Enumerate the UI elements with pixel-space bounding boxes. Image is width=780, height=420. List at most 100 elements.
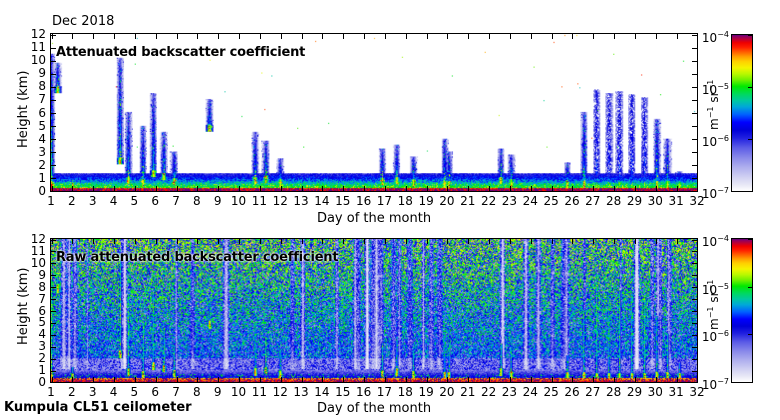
y-tick-mark [51, 239, 56, 241]
x-tick-mark [176, 377, 178, 382]
x-tick-mark [93, 239, 95, 244]
x-tick-label: 14 [314, 194, 330, 208]
x-tick-mark [468, 186, 470, 191]
x-tick-label: 17 [376, 194, 393, 208]
x-tick-mark [614, 186, 616, 191]
x-tick-mark [405, 34, 407, 39]
colorbar-tick-label: 10−5 [701, 281, 729, 297]
y-tick-mark [51, 113, 56, 114]
y-tick-mark [692, 358, 697, 360]
x-tick-mark [634, 186, 636, 191]
x-tick-label: 24 [522, 194, 538, 208]
x-tick-mark [468, 239, 470, 244]
x-tick-mark [322, 377, 324, 382]
x-tick-label: 27 [585, 194, 601, 208]
x-tick-mark [259, 34, 261, 39]
x-tick-label: 29 [626, 194, 643, 208]
x-tick-mark [593, 377, 595, 382]
y-tick-label: 1 [38, 363, 46, 378]
y-tick-label: 6 [38, 303, 46, 318]
y-tick-mark [51, 383, 56, 384]
y-tick-label: 10 [30, 53, 46, 68]
x-tick-mark [489, 186, 491, 191]
y-tick-mark [692, 263, 697, 265]
y-tick-label: 6 [38, 105, 46, 120]
x-tick-mark [301, 377, 303, 382]
x-axis-label-top: Day of the month [316, 211, 432, 226]
x-tick-mark [259, 239, 261, 244]
x-tick-mark [72, 377, 74, 382]
x-tick-mark [405, 239, 407, 244]
y-tick-label: 10 [30, 255, 46, 270]
x-tick-label: 32 [689, 385, 705, 399]
x-tick-label: 32 [689, 194, 705, 208]
x-tick-label: 10 [230, 194, 247, 208]
x-tick-mark [72, 239, 74, 244]
y-tick-mark [51, 311, 56, 312]
x-tick-mark [468, 34, 470, 39]
y-tick-label: 12 [30, 232, 46, 246]
x-tick-mark [134, 239, 136, 244]
x-tick-mark [239, 186, 241, 191]
x-tick-mark [384, 377, 386, 382]
x-tick-mark [551, 377, 553, 382]
colorbar-tick-label: 10−6 [701, 134, 729, 149]
y-tick-label: 0 [38, 184, 46, 198]
y-axis-label-bottom: Height (km) [16, 267, 31, 345]
y-tick-mark [51, 73, 56, 75]
x-tick-mark [280, 186, 282, 191]
x-tick-label: 5 [130, 385, 139, 399]
x-tick-label: 15 [335, 385, 351, 399]
x-tick-mark [530, 186, 532, 191]
x-tick-label: 16 [355, 194, 372, 208]
x-tick-label: 1 [47, 194, 55, 208]
colorbar-tick-label: 10−5 [701, 82, 729, 97]
y-tick-label: 8 [38, 79, 46, 94]
x-tick-mark [343, 186, 345, 191]
x-tick-mark [405, 377, 407, 382]
y-tick-mark [692, 34, 697, 36]
x-tick-mark [51, 34, 53, 39]
x-tick-label: 21 [460, 194, 476, 208]
x-tick-mark [51, 377, 53, 382]
colorbar-tick-mark [748, 239, 752, 240]
x-tick-label: 14 [314, 385, 330, 399]
y-tick-label: 3 [38, 144, 46, 159]
x-tick-mark [468, 377, 470, 382]
x-tick-mark [93, 377, 95, 382]
x-tick-label: 12 [272, 385, 288, 399]
y-tick-mark [51, 152, 56, 154]
x-tick-label: 30 [647, 385, 663, 399]
instrument-footer-label: Kumpula CL51 ceilometer [4, 400, 192, 415]
colorbar-tick-label: 10−7 [701, 186, 729, 201]
x-tick-label: 4 [109, 385, 118, 399]
x-tick-label: 23 [501, 194, 518, 208]
x-tick-mark [447, 186, 449, 191]
colorbar-unit-bottom: m−1 sr−1 [706, 279, 721, 330]
x-tick-mark [530, 34, 532, 39]
colorbar-tick-label: 10−7 [701, 377, 729, 392]
x-tick-label: 28 [606, 194, 622, 208]
x-tick-label: 31 [668, 385, 684, 399]
y-axis-label-top: Height (km) [16, 70, 31, 148]
y-tick-mark [692, 322, 697, 324]
colorbar-gradient-top [732, 35, 752, 191]
x-tick-mark [489, 34, 491, 39]
y-tick-mark [692, 99, 697, 101]
x-tick-mark [218, 377, 220, 382]
y-tick-mark [51, 334, 56, 336]
y-tick-mark [692, 346, 697, 348]
x-tick-label: 2 [68, 385, 76, 399]
y-tick-mark [692, 139, 697, 141]
y-tick-label: 9 [38, 267, 46, 282]
y-tick-mark [51, 86, 56, 88]
x-tick-mark [114, 239, 116, 244]
y-tick-mark [51, 60, 56, 62]
x-tick-mark [176, 186, 178, 191]
heatmap-canvas-bottom [51, 239, 697, 382]
x-tick-label: 24 [522, 385, 538, 399]
x-tick-mark [364, 34, 366, 39]
y-tick-label: 11 [30, 243, 46, 258]
x-tick-label: 15 [335, 194, 351, 208]
x-tick-mark [551, 34, 553, 39]
